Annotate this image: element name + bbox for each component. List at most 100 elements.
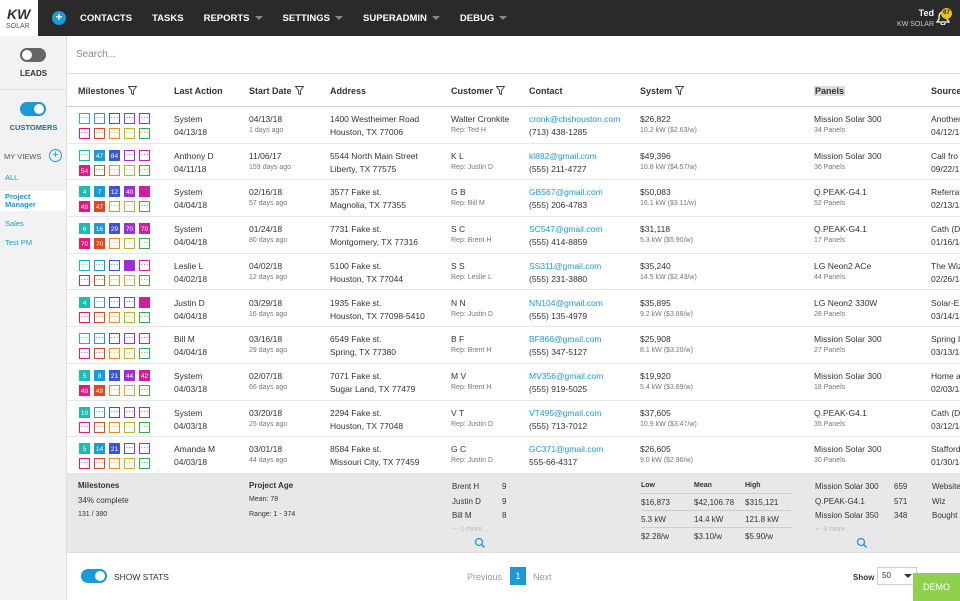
milestone-box[interactable]: ··· (124, 201, 135, 213)
milestone-box[interactable]: ··· (109, 164, 120, 176)
milestone-box[interactable]: ··· (94, 421, 105, 433)
column-header[interactable]: Customer (451, 86, 506, 96)
milestone-box[interactable]: ··· (94, 128, 105, 139)
milestone-box[interactable] (139, 186, 150, 198)
view-link[interactable]: Sales (5, 219, 24, 228)
milestone-box[interactable]: 70 (139, 223, 150, 235)
milestone-box[interactable]: 21 (109, 369, 120, 381)
milestone-box[interactable]: 40 (124, 186, 135, 198)
milestone-box[interactable]: ··· (109, 421, 120, 433)
cell-main[interactable]: VT495@gmail.com (529, 407, 602, 418)
milestone-box[interactable]: 8 (94, 369, 105, 381)
milestone-box[interactable]: ··· (124, 458, 135, 470)
table-row[interactable] (67, 254, 960, 291)
add-view[interactable]: + (49, 149, 62, 162)
milestone-box[interactable]: ··· (109, 311, 120, 323)
nav-item[interactable]: TASKS (152, 13, 184, 24)
milestone-box[interactable]: ··· (124, 238, 135, 250)
milestone-box[interactable]: 10 (79, 406, 90, 418)
milestone-box[interactable]: 7 (94, 186, 105, 198)
milestone-box[interactable]: ··· (109, 333, 120, 345)
cell-main[interactable]: kl882@gmail.com (529, 150, 597, 161)
milestone-box[interactable]: ··· (94, 311, 105, 323)
view-link[interactable]: Project Manager (0, 191, 66, 211)
milestone-box[interactable]: ··· (139, 201, 150, 213)
milestone-box[interactable]: 54 (79, 164, 90, 176)
table-row[interactable] (67, 180, 960, 218)
cell-main[interactable]: GB567@gmail.com (529, 187, 603, 198)
milestone-box[interactable]: ··· (79, 421, 90, 433)
next[interactable]: Next (533, 572, 552, 582)
milestone-box[interactable]: ··· (79, 311, 90, 323)
milestone-box[interactable]: ··· (139, 443, 150, 455)
view-link[interactable]: Test PM (5, 238, 33, 247)
milestone-box[interactable]: ··· (79, 274, 90, 286)
milestone-box[interactable]: ··· (124, 113, 135, 124)
milestone-box[interactable]: 21 (109, 443, 120, 455)
milestone-box[interactable]: ··· (109, 296, 120, 308)
stats-toggle[interactable] (81, 569, 107, 583)
milestone-box[interactable]: 5 (79, 443, 90, 455)
milestone-box[interactable]: ··· (79, 128, 90, 139)
milestone-box[interactable]: ··· (124, 296, 135, 308)
column-header[interactable]: Source (931, 86, 960, 96)
nav-item[interactable]: CONTACTS (80, 13, 132, 24)
cell-main[interactable]: SS311@gmail.com (529, 260, 602, 271)
table-row[interactable] (67, 144, 960, 181)
milestone-box[interactable]: ··· (139, 164, 150, 176)
milestone-box[interactable]: 70 (79, 238, 90, 250)
add-button[interactable]: + (52, 11, 66, 25)
milestone-box[interactable]: ··· (124, 274, 135, 286)
milestone-box[interactable]: ··· (139, 238, 150, 250)
milestone-box[interactable]: 47 (94, 149, 105, 161)
milestone-box[interactable]: ··· (109, 406, 120, 418)
milestone-box[interactable]: ··· (109, 384, 120, 396)
milestone-box[interactable]: ··· (94, 259, 105, 271)
nav-item[interactable]: SUPERADMIN (363, 13, 440, 24)
per-page-select[interactable]: 50 (877, 567, 917, 585)
milestone-box[interactable] (124, 259, 135, 271)
view-link[interactable]: ALL (5, 173, 19, 182)
milestone-box[interactable]: 47 (94, 201, 105, 213)
milestone-box[interactable]: ··· (79, 458, 90, 470)
cell-main[interactable]: GC371@gmail.com (529, 444, 604, 455)
milestone-box[interactable]: 16 (94, 223, 105, 235)
cell-main[interactable]: cronk@cbshouston.com (529, 114, 621, 124)
milestone-box[interactable]: ··· (94, 113, 105, 124)
milestone-box[interactable]: ··· (139, 406, 150, 418)
milestone-box[interactable]: ··· (139, 113, 150, 124)
milestone-box[interactable]: 42 (139, 369, 150, 381)
column-header[interactable]: Contact (529, 86, 563, 96)
milestone-box[interactable]: ··· (79, 259, 90, 271)
milestone-box[interactable]: 44 (124, 369, 135, 381)
column-header[interactable]: Milestones (78, 86, 138, 96)
milestone-box[interactable]: 6 (79, 223, 90, 235)
table-row[interactable] (67, 291, 960, 328)
milestone-box[interactable]: ··· (139, 128, 150, 139)
milestone-box[interactable]: 70 (124, 223, 135, 235)
customers-toggle[interactable] (20, 102, 46, 116)
milestone-box[interactable]: ··· (79, 333, 90, 345)
cell-main[interactable]: SC547@gmail.com (529, 224, 603, 235)
table-row[interactable] (67, 364, 960, 401)
table-row[interactable] (67, 107, 960, 144)
table-row[interactable] (67, 437, 960, 474)
zoom-icon[interactable] (856, 537, 868, 549)
milestone-box[interactable]: 4 (79, 186, 90, 198)
milestone-box[interactable]: ··· (109, 458, 120, 470)
milestone-box[interactable]: 5 (79, 369, 90, 381)
column-header[interactable]: System (640, 86, 685, 96)
milestone-box[interactable]: ··· (94, 333, 105, 345)
milestone-box[interactable]: ··· (124, 406, 135, 418)
milestone-box[interactable]: ··· (94, 348, 105, 360)
search-bar[interactable]: Search... (67, 36, 960, 74)
milestone-box[interactable]: 29 (109, 223, 120, 235)
milestone-box[interactable]: ··· (139, 421, 150, 433)
milestone-box[interactable]: ··· (124, 311, 135, 323)
milestone-box[interactable]: ··· (109, 274, 120, 286)
milestone-box[interactable]: ··· (94, 458, 105, 470)
milestone-box[interactable]: 12 (109, 186, 120, 198)
milestone-box[interactable]: 84 (109, 149, 120, 161)
milestone-box[interactable]: ··· (124, 384, 135, 396)
milestone-box[interactable]: ··· (109, 259, 120, 271)
